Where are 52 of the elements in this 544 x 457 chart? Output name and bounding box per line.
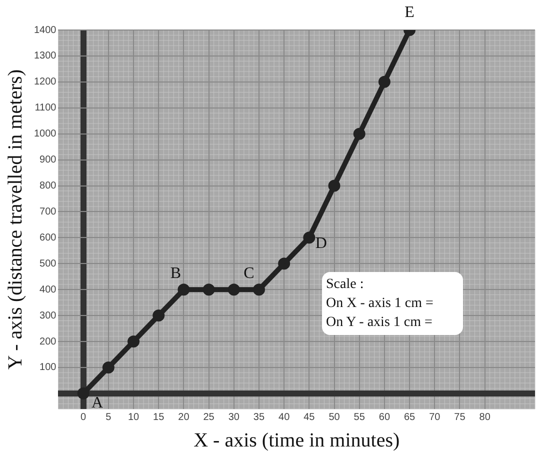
x-tick-label: 80 (479, 412, 491, 423)
y-tick-label: 1400 (34, 24, 57, 36)
point (77, 387, 90, 400)
y-tick-label: 1200 (34, 76, 57, 88)
point (128, 336, 140, 348)
annotation: Scale : On X - axis 1 cm = On Y - axis 1 cm = (322, 272, 464, 335)
annotation: A (92, 394, 104, 412)
x-tick-label: 10 (128, 412, 140, 423)
y-tick-label: 200 (40, 336, 57, 348)
x-tick-label: 30 (228, 412, 240, 423)
point (353, 128, 366, 140)
y-tick-label: 400 (40, 284, 57, 296)
y-axis-title: Y - axis (distance travelled in meters) (4, 69, 26, 370)
point (378, 76, 390, 88)
x-tick-label: 25 (203, 412, 215, 423)
y-tick-label: 900 (40, 154, 57, 166)
y-tick-label: 300 (40, 310, 57, 322)
point (152, 310, 165, 322)
point (178, 284, 190, 296)
x-tick-label: 75 (454, 412, 466, 423)
y-tick-label: 500 (40, 258, 57, 270)
point (102, 361, 114, 374)
x-tick-label: 65 (404, 412, 416, 423)
annotation: C (244, 264, 254, 282)
annotation: E (404, 4, 414, 22)
annotation: D (315, 234, 327, 252)
x-tick-label: 40 (278, 412, 290, 423)
y-tick-label: 1100 (34, 102, 57, 114)
point (303, 232, 316, 244)
y-tick-label: 800 (40, 180, 57, 192)
point (278, 258, 290, 270)
x-tick-label: 5 (106, 412, 112, 423)
point (252, 284, 265, 296)
y-tick-label: 100 (40, 362, 57, 374)
y-tick-label: 1300 (34, 50, 57, 62)
x-axis-title: X - axis (time in minutes) (194, 429, 400, 452)
point (202, 284, 215, 296)
point (228, 284, 240, 296)
point (328, 180, 340, 192)
x-tick-label: 15 (153, 412, 165, 423)
x-tick-label: 70 (429, 412, 441, 423)
y-tick-label: 600 (40, 232, 57, 244)
annotation: B (170, 264, 182, 282)
x-tick-label: 60 (378, 412, 390, 423)
x-tick-label: 50 (328, 412, 340, 423)
x-tick-label: 0 (80, 412, 87, 423)
x-tick-label: 35 (253, 412, 265, 423)
y-tick-label: 1000 (34, 128, 57, 140)
x-tick-label: 55 (354, 412, 366, 423)
y-tick-label: 700 (40, 206, 57, 218)
x-tick-label: 45 (304, 412, 316, 423)
x-tick-label: 20 (178, 412, 190, 423)
